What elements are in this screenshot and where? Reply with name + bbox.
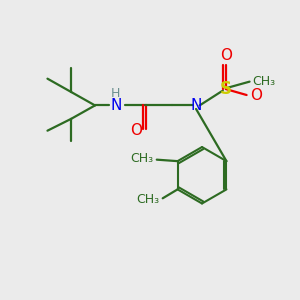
- Text: N: N: [190, 98, 202, 113]
- Text: S: S: [220, 80, 232, 98]
- Text: CH₃: CH₃: [253, 75, 276, 88]
- Text: O: O: [220, 48, 232, 63]
- Text: CH₃: CH₃: [130, 152, 153, 165]
- Text: H: H: [111, 87, 121, 100]
- Text: O: O: [130, 123, 142, 138]
- Text: O: O: [250, 88, 262, 103]
- Text: CH₃: CH₃: [136, 193, 160, 206]
- Text: N: N: [110, 98, 122, 113]
